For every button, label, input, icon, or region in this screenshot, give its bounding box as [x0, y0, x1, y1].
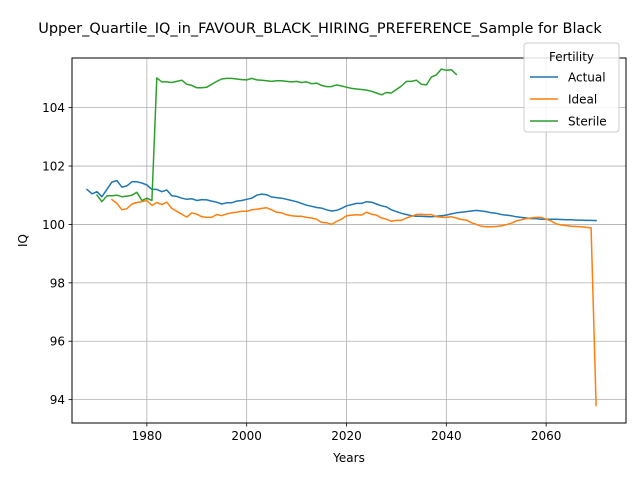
y-tick-label: 102 — [42, 160, 65, 174]
series-line-actual — [85, 179, 597, 222]
x-tick-label: 2020 — [331, 429, 362, 443]
plot-frame — [71, 57, 627, 424]
series-line-sterile — [95, 68, 458, 203]
legend-box — [523, 42, 620, 133]
y-axis-ticks: 94 96 98 100 102 104 — [42, 101, 72, 407]
x-tick-label: 2040 — [431, 429, 462, 443]
y-tick-label: 96 — [50, 335, 65, 349]
y-axis-label: IQ — [16, 234, 30, 247]
series-line-ideal — [110, 198, 597, 407]
legend-label-ideal: Ideal — [568, 93, 597, 107]
y-tick-label: 98 — [50, 276, 65, 290]
y-tick-label: 104 — [42, 101, 65, 115]
legend-items: Actual Ideal Sterile — [530, 71, 607, 129]
legend: Fertility Actual Ideal Sterile — [523, 42, 620, 133]
x-tick-label: 2000 — [231, 429, 262, 443]
x-axis-label: Years — [332, 451, 365, 465]
legend-label-sterile: Sterile — [568, 115, 607, 129]
x-tick-label: 2060 — [531, 429, 562, 443]
chart-title: Upper_Quartile_IQ_in_FAVOUR_BLACK_HIRING… — [38, 21, 602, 37]
x-tick-label: 1980 — [132, 429, 163, 443]
legend-label-actual: Actual — [568, 71, 606, 85]
x-axis-ticks: 1980 2000 2020 2040 2060 — [132, 423, 562, 443]
legend-title: Fertility — [549, 50, 594, 64]
grid-lines — [72, 58, 626, 423]
y-tick-label: 94 — [50, 393, 65, 407]
y-tick-label: 100 — [42, 218, 65, 232]
series-lines — [85, 68, 597, 407]
